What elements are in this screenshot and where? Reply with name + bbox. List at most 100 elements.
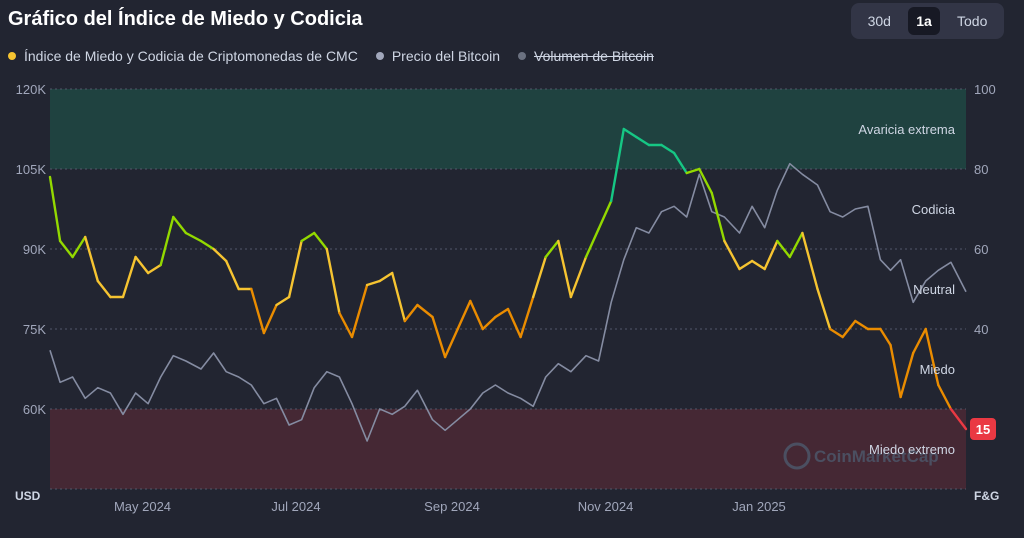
fear-greed-segment (494, 307, 510, 319)
legend-dot-icon (8, 52, 16, 60)
fg-tick-label: 100 (974, 82, 996, 97)
range-all-button[interactable]: Todo (957, 13, 988, 29)
fear-greed-segment (854, 319, 870, 331)
fear-greed-segment (788, 231, 804, 259)
fear-greed-segment (96, 279, 112, 299)
fear-greed-segment (325, 247, 341, 315)
fear-greed-segment (83, 235, 100, 283)
fear-greed-segment (506, 307, 522, 339)
legend-label: Índice de Miedo y Codicia de Criptomoned… (24, 48, 358, 64)
fear-greed-segment (660, 143, 676, 155)
fear-greed-segment (403, 303, 419, 323)
fear-greed-segment (250, 287, 266, 335)
fear-greed-segment (224, 259, 240, 291)
zone-label: Miedo (920, 362, 955, 377)
zone-band (50, 89, 966, 169)
zone-band (50, 409, 966, 489)
fear-greed-segment (544, 239, 560, 259)
range-1y-button[interactable]: 1a (908, 7, 940, 35)
fear-greed-segment (287, 239, 303, 299)
fear-greed-segment (750, 259, 766, 271)
fear-greed-segment (443, 327, 459, 359)
range-30d-button[interactable]: 30d (867, 13, 891, 29)
fear-greed-segment (816, 287, 832, 331)
x-tick-label: May 2024 (114, 499, 171, 514)
fear-greed-segment (710, 191, 726, 243)
fear-greed-segment (685, 167, 701, 175)
x-tick-label: Jul 2024 (271, 499, 320, 514)
legend-label: Precio del Bitcoin (391, 48, 501, 64)
price-tick-label: 90K (23, 242, 46, 257)
fear-greed-segment (275, 295, 291, 307)
fear-greed-segment (723, 239, 741, 271)
fear-greed-segment (519, 295, 535, 339)
btc-price-line (49, 162, 967, 442)
fg-tick-label: 40 (974, 322, 988, 337)
legend-item-btc-price[interactable]: Precio del Bitcoin (375, 48, 501, 64)
chart-legend: Índice de Miedo y Codicia de Criptomoned… (8, 48, 654, 64)
fear-greed-segment (879, 327, 892, 347)
fear-greed-segment (365, 279, 381, 287)
fear-greed-segment (262, 303, 278, 335)
fear-greed-segment (532, 255, 547, 299)
fear-greed-segment (172, 215, 188, 235)
fear-greed-segment (924, 327, 940, 387)
legend-item-fear-greed[interactable]: Índice de Miedo y Codicia de Criptomoned… (8, 48, 358, 64)
fear-greed-segment (597, 199, 613, 231)
price-tick-label: 120K (16, 82, 47, 97)
fg-tick-label: 60 (974, 242, 988, 257)
fear-greed-segment (610, 127, 625, 203)
fear-greed-segment (71, 235, 87, 259)
fear-greed-segment (937, 383, 953, 411)
fear-greed-segment (212, 247, 228, 263)
legend-dot-icon (518, 52, 527, 60)
fear-greed-segment (58, 239, 74, 259)
fear-greed-segment (763, 239, 779, 271)
fear-greed-segment (899, 351, 915, 399)
fear-greed-segment (184, 231, 203, 243)
price-tick-label: 60K (23, 402, 46, 417)
fear-greed-segment (828, 327, 844, 339)
zone-label: Miedo extremo (869, 442, 955, 457)
fear-greed-segment (391, 271, 406, 323)
legend-dot-icon (375, 52, 384, 60)
fear-greed-segment (300, 231, 316, 243)
fear-greed-segment (146, 263, 162, 275)
x-tick-label: Nov 2024 (578, 499, 634, 514)
fear-greed-segment (159, 215, 175, 267)
fear-greed-segment (672, 151, 688, 175)
legend-label: Volumen de Bitcoin (534, 48, 654, 64)
fear-greed-segment (635, 135, 651, 147)
range-selector: 30d 1a Todo (851, 3, 1004, 39)
price-tick-label: 105K (16, 162, 47, 177)
fear-greed-segment (350, 283, 369, 339)
fear-greed-segment (416, 303, 434, 319)
fear-greed-segment (738, 259, 754, 271)
fear-greed-segment (481, 315, 497, 331)
fear-greed-segment (622, 127, 638, 139)
legend-item-btc-volume[interactable]: Volumen de Bitcoin (518, 48, 654, 64)
fear-greed-segment (584, 227, 600, 259)
watermark-text: CoinMarketCap (814, 447, 939, 466)
current-value-text: 15 (976, 422, 990, 437)
fg-tick-label: 80 (974, 162, 988, 177)
x-tick-label: Sep 2024 (424, 499, 480, 514)
fear-greed-segment (889, 343, 902, 399)
price-tick-label: 75K (23, 322, 46, 337)
fear-greed-segment (469, 299, 484, 331)
fear-greed-segment (557, 239, 573, 299)
fear-greed-segment (776, 239, 791, 259)
coinmarketcap-logo-icon (783, 442, 811, 470)
x-tick-label: Jan 2025 (732, 499, 786, 514)
fear-greed-segment (801, 231, 819, 291)
fear-greed-segment (841, 319, 857, 339)
chart-title: Gráfico del Índice de Miedo y Codicia (8, 8, 363, 30)
fear-greed-segment (134, 255, 150, 275)
fear-greed-segment (378, 271, 394, 283)
fear-greed-segment (569, 255, 588, 299)
zone-label: Codicia (912, 202, 956, 217)
fear-greed-segment (456, 299, 472, 331)
fear-greed-segment (912, 327, 927, 355)
fear-greed-segment (949, 407, 968, 431)
